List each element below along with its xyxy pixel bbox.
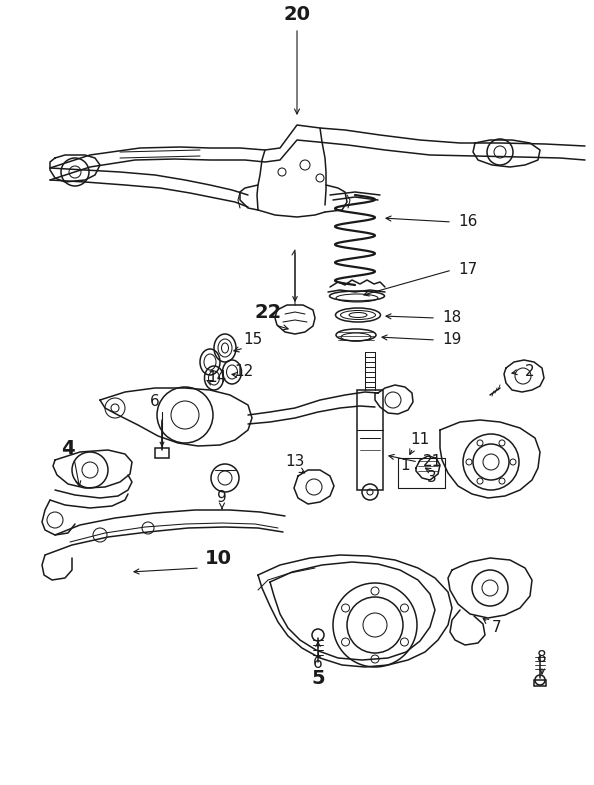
Text: 14: 14 — [207, 371, 227, 385]
Text: 20: 20 — [283, 5, 311, 24]
Text: 6: 6 — [313, 656, 323, 671]
Text: 15: 15 — [244, 333, 263, 348]
Text: 16: 16 — [459, 214, 478, 229]
Text: 5: 5 — [311, 669, 325, 688]
Text: 22: 22 — [254, 302, 282, 322]
Text: 18: 18 — [443, 311, 462, 326]
Bar — [155, 448, 169, 458]
Text: 13: 13 — [285, 455, 305, 469]
Text: 6: 6 — [150, 395, 160, 410]
Text: 19: 19 — [443, 333, 462, 348]
Text: 2: 2 — [525, 364, 535, 379]
Text: 7: 7 — [492, 620, 502, 636]
Text: 12: 12 — [235, 364, 254, 379]
Text: 10: 10 — [204, 549, 232, 568]
Text: 8: 8 — [537, 651, 547, 666]
Text: 4: 4 — [61, 439, 75, 458]
Text: 17: 17 — [459, 262, 478, 278]
Text: 21: 21 — [422, 455, 441, 469]
Text: 3: 3 — [427, 470, 437, 485]
Text: 9: 9 — [217, 491, 227, 506]
Bar — [534, 680, 546, 686]
Text: 11: 11 — [410, 433, 429, 447]
Text: 1: 1 — [400, 458, 410, 473]
Bar — [357, 390, 383, 490]
